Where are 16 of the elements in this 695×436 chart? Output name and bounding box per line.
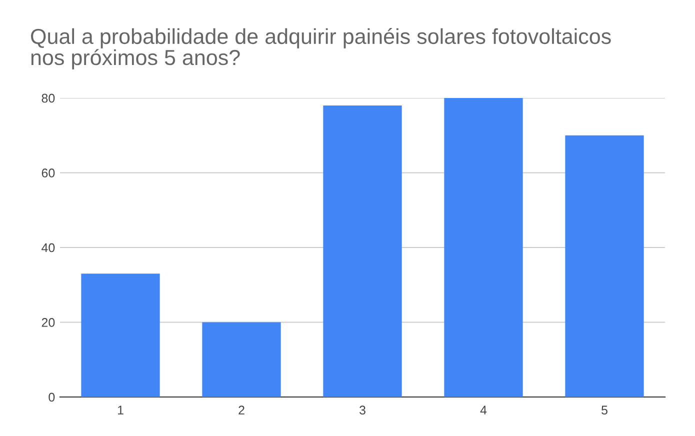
bar — [81, 274, 160, 397]
y-tick-label: 60 — [42, 168, 55, 178]
chart-title: Qual a probabilidade de adquirir painéis solares fotovoltaicos nos próximos 5 anos? — [31, 28, 611, 70]
y-tick-label: 20 — [42, 318, 55, 327]
x-tick-label: 4 — [480, 406, 487, 414]
x-tick-label: 3 — [360, 406, 366, 415]
y-tick-label: 0 — [48, 392, 55, 402]
x-tick-label: 5 — [602, 406, 608, 415]
bar — [202, 322, 281, 397]
y-tick-label: 80 — [42, 94, 55, 103]
x-tick-label: 1 — [118, 406, 124, 414]
bar — [323, 105, 402, 397]
x-tick-label: 2 — [238, 406, 244, 414]
bar — [444, 98, 523, 397]
bar — [565, 135, 644, 397]
y-tick-label: 40 — [42, 243, 55, 252]
